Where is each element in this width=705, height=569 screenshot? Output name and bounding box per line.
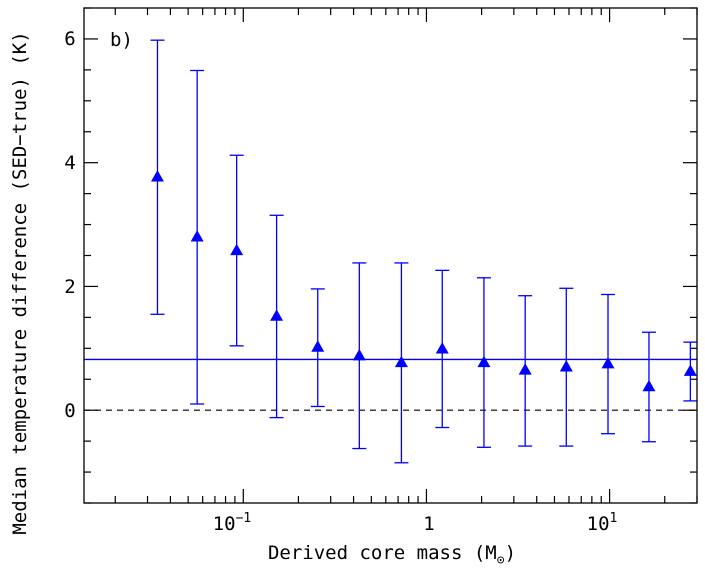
data-series [150, 39, 698, 464]
data-point-11 [601, 293, 616, 435]
data-point-7 [435, 269, 450, 429]
data-point-13 [683, 341, 698, 402]
data-point-4 [310, 288, 325, 408]
y-axis-label: Median temperature difference (SED−true)… [9, 31, 31, 534]
triangle-marker [477, 355, 491, 368]
triangle-marker [150, 170, 164, 182]
y-tick-label-4: 4 [64, 152, 75, 174]
data-point-1 [190, 69, 205, 405]
data-point-0 [150, 39, 165, 315]
data-point-8 [476, 277, 491, 448]
triangle-marker [601, 356, 615, 369]
triangle-marker [352, 348, 366, 361]
triangle-marker [559, 360, 573, 372]
triangle-marker [435, 342, 449, 354]
y-tick-label-0: 0 [64, 400, 75, 422]
triangle-marker [518, 363, 532, 375]
data-point-12 [641, 331, 656, 443]
y-tick-label-6: 6 [64, 28, 75, 50]
panel-label: b) [110, 29, 133, 51]
y-tick-label-2: 2 [64, 276, 75, 298]
triangle-marker [683, 364, 697, 376]
x-tick-label-0.1: 10−1 [213, 511, 252, 535]
data-point-6 [394, 262, 409, 464]
data-point-3 [269, 214, 284, 419]
major-ticks [84, 8, 697, 503]
data-point-5 [352, 262, 367, 450]
triangle-marker [230, 243, 244, 256]
triangle-marker [394, 355, 408, 368]
plot-frame [83, 7, 698, 504]
x-tick-label-1: 1 [423, 513, 434, 535]
triangle-marker [642, 379, 656, 392]
triangle-marker [311, 340, 325, 352]
data-point-9 [518, 295, 533, 447]
x-tick-label-10: 101 [587, 511, 618, 535]
data-point-10 [559, 287, 574, 447]
triangle-marker [270, 309, 284, 321]
x-axis-label: Derived core mass (M⊙) [268, 542, 516, 568]
triangle-marker [190, 230, 204, 242]
minor-ticks [84, 7, 698, 504]
data-point-2 [229, 154, 244, 347]
